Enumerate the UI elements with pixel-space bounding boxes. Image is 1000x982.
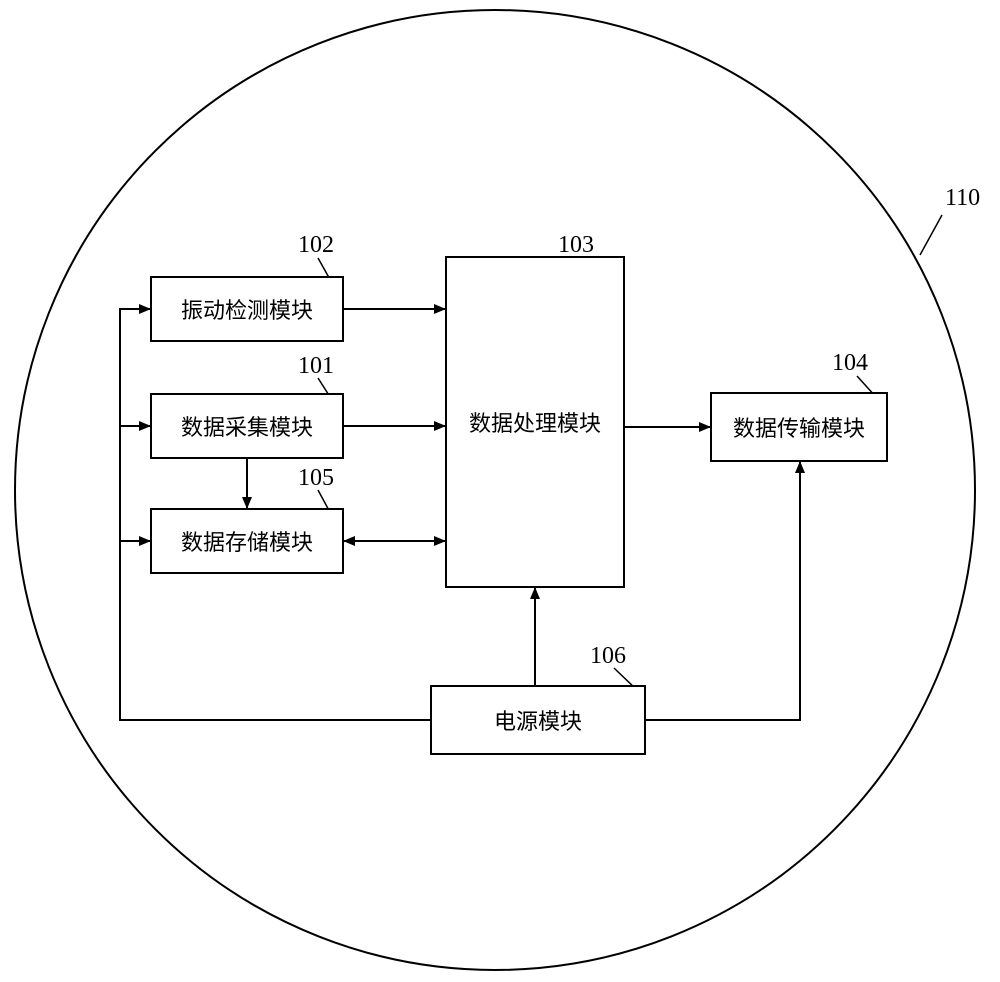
node-102-text: 振动检测模块: [181, 293, 313, 325]
node-104-text: 数据传输模块: [733, 411, 865, 443]
block-diagram: 振动检测模块 数据采集模块 数据存储模块 数据处理模块 数据传输模块 电源模块 …: [0, 0, 1000, 982]
node-105: 数据存储模块: [150, 508, 344, 574]
node-106: 电源模块: [430, 685, 646, 755]
node-106-text: 电源模块: [494, 704, 582, 736]
label-105: 105: [298, 465, 334, 492]
label-110: 110: [945, 185, 980, 212]
label-106: 106: [590, 643, 626, 670]
node-101: 数据采集模块: [150, 393, 344, 459]
label-104: 104: [832, 350, 868, 377]
edge-106-104: [646, 462, 800, 720]
node-102: 振动检测模块: [150, 276, 344, 342]
label-103: 103: [558, 232, 594, 259]
node-101-text: 数据采集模块: [181, 410, 313, 442]
node-103-text: 数据处理模块: [469, 406, 601, 438]
label-101: 101: [298, 353, 334, 380]
label-102: 102: [298, 232, 334, 259]
node-105-text: 数据存储模块: [181, 525, 313, 557]
node-104: 数据传输模块: [710, 392, 888, 462]
node-103: 数据处理模块: [445, 256, 625, 588]
leader-110: [920, 215, 942, 255]
